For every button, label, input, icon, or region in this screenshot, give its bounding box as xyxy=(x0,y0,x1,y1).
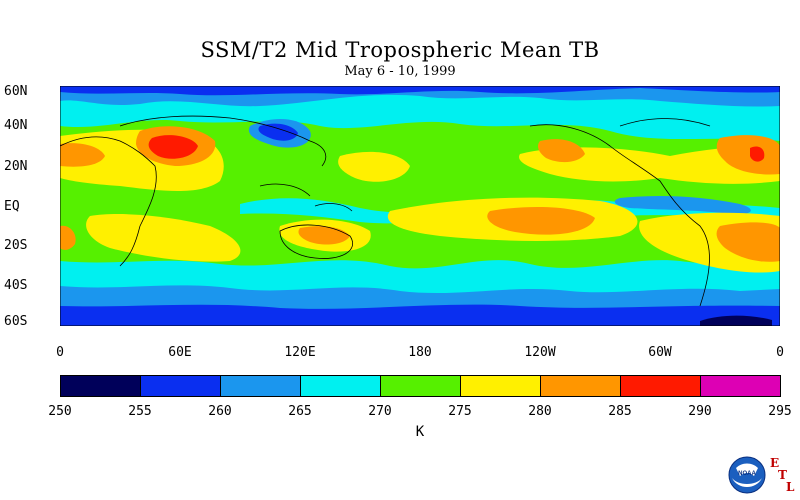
colorbar-tick-label: 280 xyxy=(528,404,552,419)
hot-caribbean-280 xyxy=(716,135,780,175)
colorbar-segment xyxy=(461,376,541,396)
colorbar-tick-label: 290 xyxy=(688,404,712,419)
lon-label-120e: 120E xyxy=(284,345,316,360)
hot-sahara-280 xyxy=(60,143,105,167)
hot-pacific-280 xyxy=(487,206,595,235)
colorbar xyxy=(60,375,781,397)
colorbar-segment xyxy=(541,376,621,396)
tb-map xyxy=(60,86,780,326)
lon-label-0-end: 0 xyxy=(776,345,784,360)
lon-label-60e: 60E xyxy=(168,345,192,360)
lon-label-180: 180 xyxy=(408,345,432,360)
chart-title: SSM/T2 Mid Tropospheric Mean TB xyxy=(200,38,600,62)
hot-africa-s-280 xyxy=(60,225,76,250)
colorbar-tick-label: 250 xyxy=(48,404,72,419)
patch-asia-255 xyxy=(258,123,298,141)
band-south-255 xyxy=(60,304,780,326)
etl-letter-e: E xyxy=(770,456,780,470)
lat-label-40s: 40S xyxy=(4,278,28,293)
colorbar-segment xyxy=(141,376,221,396)
noaa-logo: NOAA xyxy=(728,456,766,494)
colorbar-tick-label: 255 xyxy=(128,404,152,419)
lat-label-20s: 20S xyxy=(4,238,28,253)
colorbar-segment xyxy=(61,376,141,396)
lat-label-20n: 20N xyxy=(4,159,28,174)
noaa-logo-text: NOAA xyxy=(738,471,756,477)
hot-australia-280 xyxy=(298,226,350,245)
trough-pacific-260 xyxy=(614,196,751,215)
band-south-250 xyxy=(700,315,772,326)
etl-letter-t: T xyxy=(778,468,787,482)
hot-samerica-280 xyxy=(716,222,780,262)
band-north-255 xyxy=(60,86,780,96)
colorbar-tick-label: 285 xyxy=(608,404,632,419)
lon-label-0: 0 xyxy=(56,345,64,360)
lon-label-60w: 60W xyxy=(648,345,672,360)
colorbar-segment xyxy=(221,376,301,396)
colorbar-segment xyxy=(381,376,461,396)
colorbar-tick-label: 275 xyxy=(448,404,472,419)
warm-mexico-275 xyxy=(519,145,780,184)
hotspot-caribbean-285 xyxy=(750,146,765,162)
colorbar-tick-label: 295 xyxy=(768,404,792,419)
lat-label-60s: 60S xyxy=(4,314,28,329)
colorbar-unit: K xyxy=(415,424,425,440)
colorbar-segment xyxy=(301,376,381,396)
lat-label-40n: 40N xyxy=(4,118,28,133)
colorbar-tick-label: 260 xyxy=(208,404,232,419)
lon-label-120w: 120W xyxy=(524,345,556,360)
lat-label-eq: EQ xyxy=(4,199,20,214)
colorbar-tick-label: 270 xyxy=(368,404,392,419)
lat-label-60n: 60N xyxy=(4,84,28,99)
chart-subtitle: May 6 - 10, 1999 xyxy=(344,64,456,79)
warm-africa-s-275 xyxy=(86,214,241,262)
colorbar-tick-label: 265 xyxy=(288,404,312,419)
etl-letter-l: L xyxy=(786,480,795,494)
colorbar-segment xyxy=(701,376,780,396)
colorbar-segment xyxy=(621,376,701,396)
coastlines xyxy=(60,115,711,307)
warm-pacific-n-275 xyxy=(338,151,410,182)
hot-mexico-280 xyxy=(538,139,585,163)
hotspot-arabia-285 xyxy=(148,135,198,159)
